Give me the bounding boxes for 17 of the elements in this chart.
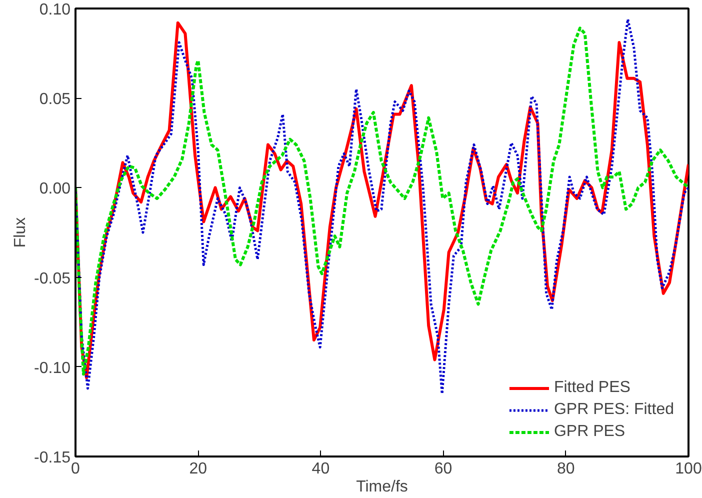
y-tick-label: 0.10 bbox=[39, 2, 71, 18]
y-tick-label: 0.05 bbox=[39, 91, 71, 108]
x-tick-label: 60 bbox=[434, 460, 452, 478]
x-tick-label: 100 bbox=[675, 460, 702, 478]
legend-label: GPR PES bbox=[554, 423, 626, 441]
x-tick-label: 40 bbox=[312, 460, 330, 478]
y-tick-label: -0.15 bbox=[34, 450, 71, 466]
legend-label: Fitted PES bbox=[554, 379, 630, 397]
x-tick-label: 20 bbox=[189, 460, 208, 478]
y-axis-title: Flux bbox=[12, 217, 30, 248]
x-tick-label: 80 bbox=[557, 460, 575, 478]
x-axis-title: Time/fs bbox=[356, 478, 408, 496]
x-tick-label: 0 bbox=[71, 460, 80, 478]
y-tick-label: 0.00 bbox=[39, 180, 71, 198]
legend-label: GPR PES: Fitted bbox=[554, 401, 674, 419]
y-tick-label: -0.10 bbox=[34, 360, 71, 377]
y-tick-label: -0.05 bbox=[34, 270, 71, 288]
